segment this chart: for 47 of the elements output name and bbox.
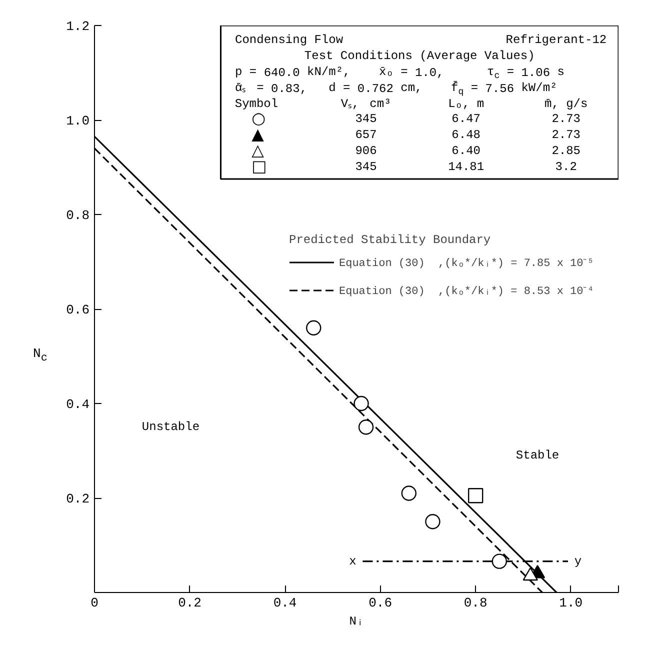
point: [401, 486, 416, 501]
annotation: 6.47: [452, 112, 480, 126]
annotation: 345: [355, 112, 377, 126]
x-tick-label: 0: [90, 596, 98, 610]
annotation: m̄, g/s: [544, 96, 588, 111]
point: [306, 320, 322, 336]
annotation: x: [349, 554, 356, 568]
annotation: 3.2: [555, 160, 577, 174]
x-tick-label: 0.4: [273, 596, 297, 610]
annotation: 14.81: [448, 160, 484, 174]
x-tick-label: 0.8: [464, 596, 488, 610]
legend-label: Equation (30) ,(kₒ*/kᵢ*) = 8.53 x 10⁻⁴: [339, 285, 594, 298]
point: [358, 420, 374, 435]
x-axis-title: Nᵢ: [349, 614, 364, 628]
annotation: 906: [355, 144, 377, 158]
annotation: 2.73: [552, 112, 581, 126]
x-tick-label: 1.0: [559, 596, 583, 610]
annotation: Lₒ, m: [448, 96, 484, 111]
point: [468, 488, 484, 504]
annotation: Unstable: [142, 420, 200, 434]
annotation: Vₛ, cm³: [340, 96, 392, 111]
annotation: 657: [355, 128, 377, 142]
legend-label: Equation (30) ,(kₒ*/kᵢ*) = 7.85 x 10⁻⁵: [339, 257, 594, 270]
y-tick-label: 0.8: [66, 208, 90, 223]
annotation: Condensing Flow: [235, 32, 344, 47]
y-tick-label: 0.4: [66, 397, 90, 412]
x-tick-label: 0.6: [368, 596, 392, 610]
point: [425, 514, 440, 530]
annotation: y: [574, 554, 582, 568]
y-tick-label: 0.6: [66, 302, 90, 318]
annotation: Stable: [516, 448, 560, 462]
annotation: Symbol: [234, 96, 278, 111]
annotation: 6.40: [452, 144, 480, 158]
point: [354, 396, 369, 412]
annotation: 2.85: [552, 144, 581, 158]
annotation: 6.48: [452, 128, 480, 142]
y-tick-label: 1.2: [66, 19, 90, 34]
annotation: 2.73: [552, 128, 581, 142]
y-axis-title: N$_{c}$: [33, 345, 48, 367]
y-tick-label: 0.2: [66, 492, 90, 506]
legend-title: Predicted Stability Boundary: [289, 233, 492, 247]
annotation: 345: [355, 160, 377, 174]
x-tick-label: 0.2: [178, 596, 202, 610]
y-tick-label: 1.0: [66, 114, 90, 128]
annotation: Refrigerant-12: [506, 32, 607, 47]
point: [492, 554, 508, 569]
annotation: Test Conditions (Average Values): [304, 48, 535, 63]
